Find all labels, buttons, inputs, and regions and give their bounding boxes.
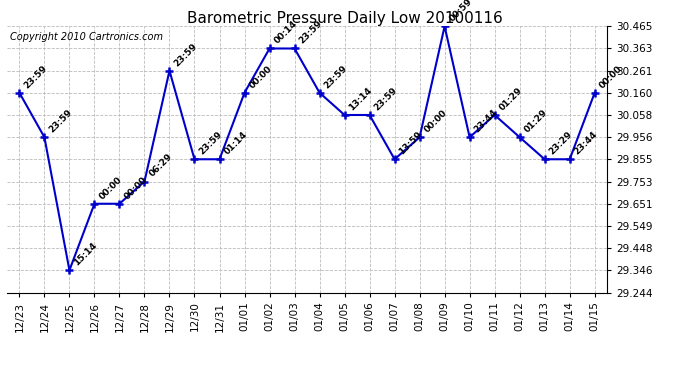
Text: 00:59: 00:59 bbox=[447, 0, 474, 24]
Text: 23:44: 23:44 bbox=[573, 130, 599, 156]
Text: 23:59: 23:59 bbox=[297, 19, 324, 46]
Text: 00:00: 00:00 bbox=[247, 64, 273, 90]
Text: 00:00: 00:00 bbox=[97, 175, 124, 201]
Text: 06:29: 06:29 bbox=[147, 152, 174, 179]
Text: 00:00: 00:00 bbox=[122, 175, 148, 201]
Text: 23:59: 23:59 bbox=[172, 41, 199, 68]
Text: 00:00: 00:00 bbox=[598, 64, 624, 90]
Text: 00:00: 00:00 bbox=[422, 108, 448, 135]
Text: 23:44: 23:44 bbox=[473, 108, 499, 135]
Text: 23:59: 23:59 bbox=[373, 86, 399, 112]
Text: 00:14: 00:14 bbox=[273, 19, 299, 46]
Text: 23:29: 23:29 bbox=[547, 130, 574, 156]
Text: 23:59: 23:59 bbox=[47, 108, 74, 135]
Text: 01:29: 01:29 bbox=[522, 108, 549, 135]
Text: 15:14: 15:14 bbox=[72, 241, 99, 267]
Text: 01:14: 01:14 bbox=[222, 130, 249, 156]
Text: 23:59: 23:59 bbox=[322, 63, 349, 90]
Text: 13:59: 13:59 bbox=[397, 130, 424, 156]
Text: Barometric Pressure Daily Low 20100116: Barometric Pressure Daily Low 20100116 bbox=[187, 11, 503, 26]
Text: Copyright 2010 Cartronics.com: Copyright 2010 Cartronics.com bbox=[10, 32, 163, 42]
Text: 23:59: 23:59 bbox=[197, 130, 224, 156]
Text: 01:29: 01:29 bbox=[497, 86, 524, 112]
Text: 13:14: 13:14 bbox=[347, 86, 374, 112]
Text: 23:59: 23:59 bbox=[22, 63, 49, 90]
